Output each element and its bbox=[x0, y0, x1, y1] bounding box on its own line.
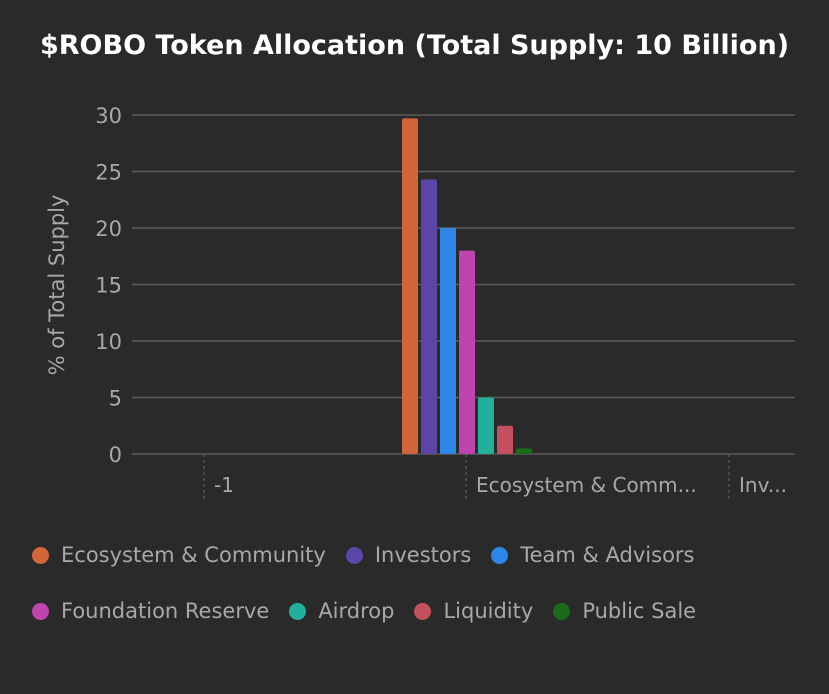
bar-team-advisors[interactable] bbox=[440, 228, 456, 454]
legend-label: Public Sale bbox=[582, 599, 697, 623]
legend-swatch bbox=[32, 602, 49, 620]
legend-swatch bbox=[289, 602, 307, 620]
legend-swatch bbox=[491, 546, 509, 564]
legend-item[interactable]: Public Sale bbox=[553, 591, 696, 631]
bar-liquidity[interactable] bbox=[497, 425, 513, 454]
legend-item[interactable]: Airdrop bbox=[289, 591, 394, 631]
legend-label: Ecosystem & Community bbox=[61, 543, 326, 567]
bar-public-sale[interactable] bbox=[516, 448, 532, 454]
x-tick-label: Inv... bbox=[739, 473, 787, 497]
y-tick-label: 5 bbox=[109, 387, 122, 411]
legend-label: Investors bbox=[374, 543, 472, 567]
legend-swatch bbox=[414, 602, 432, 620]
y-axis-label: % of Total Supply bbox=[45, 195, 69, 376]
legend-item[interactable]: Team & Advisors bbox=[491, 535, 695, 575]
legend-swatch bbox=[32, 546, 49, 564]
legend-item[interactable]: Ecosystem & Community bbox=[32, 535, 326, 575]
y-tick-label: 10 bbox=[95, 330, 122, 354]
legend-item[interactable]: Foundation Reserve bbox=[32, 591, 269, 631]
x-tick-label: Ecosystem & Comm... bbox=[476, 473, 697, 497]
legend-label: Airdrop bbox=[318, 599, 395, 623]
chart-title: $ROBO Token Allocation (Total Supply: 10… bbox=[39, 30, 790, 61]
legend-swatch bbox=[553, 602, 571, 620]
bar-foundation-reserve[interactable] bbox=[459, 250, 475, 454]
bar-ecosystem-community[interactable] bbox=[402, 118, 418, 454]
x-tick-label: -1 bbox=[214, 473, 234, 497]
bar-airdrop[interactable] bbox=[478, 397, 494, 455]
y-tick-label: 0 bbox=[109, 443, 122, 467]
legend-swatch bbox=[345, 546, 363, 564]
y-tick-label: 30 bbox=[95, 104, 122, 128]
legend-item[interactable]: Liquidity bbox=[414, 591, 533, 631]
y-tick-label: 15 bbox=[95, 274, 122, 298]
y-tick-label: 25 bbox=[95, 161, 122, 185]
legend: Ecosystem & Community Investors Team & Adv… bbox=[32, 535, 812, 631]
bar-investors[interactable] bbox=[421, 179, 437, 454]
legend-item[interactable]: Investors bbox=[345, 535, 472, 575]
plot-area: 0 5 10 15 20 25 30 -1 Ecosystem & Comm... Inv...… bbox=[45, 104, 795, 502]
legend-label: Team & Advisors bbox=[520, 543, 695, 567]
legend-label: Liquidity bbox=[443, 599, 534, 623]
legend-label: Foundation Reserve bbox=[61, 599, 270, 623]
y-tick-label: 20 bbox=[95, 217, 122, 241]
